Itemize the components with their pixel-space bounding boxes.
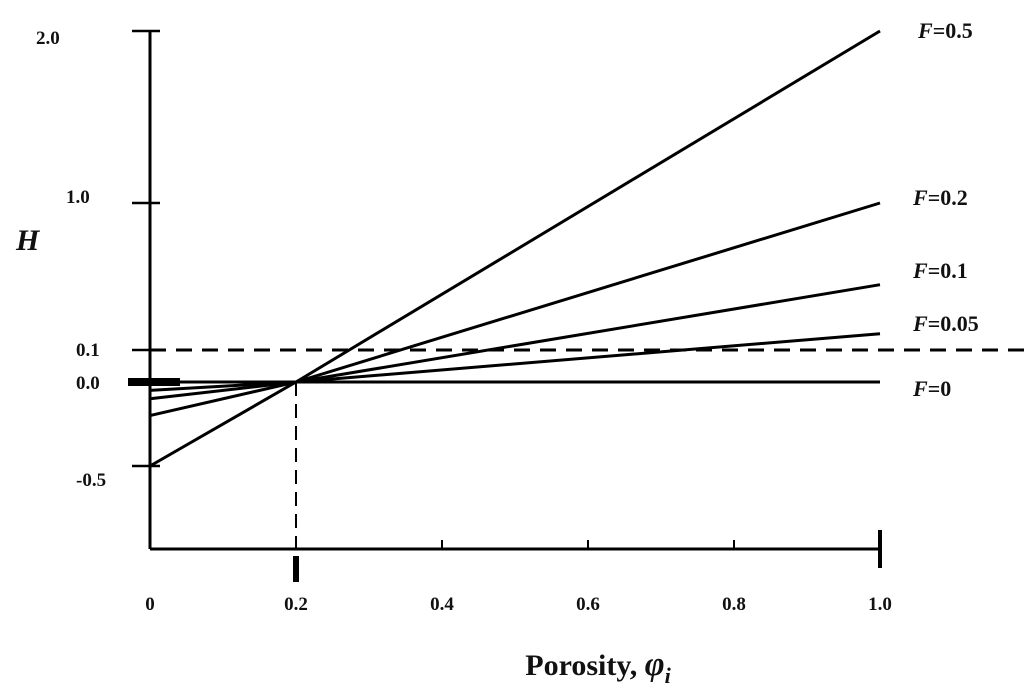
series-label-0: F=0.5 — [917, 18, 973, 43]
y-tick-label: 0.1 — [76, 340, 100, 361]
series-label-value: =0.1 — [928, 258, 968, 283]
series-label-var: F — [912, 258, 928, 283]
series-label-2: F=0.1 — [912, 258, 968, 283]
y-axis-title: H — [15, 224, 41, 257]
y-tick-label: 2.0 — [36, 28, 60, 49]
x-axis-title-subscript: i — [665, 663, 672, 688]
series-label-1: F=0.2 — [912, 185, 968, 210]
series-label-value: =0 — [928, 376, 952, 401]
series-label-value: =0.5 — [933, 18, 973, 43]
x-tick-label: 0 — [145, 594, 155, 615]
series-label-3: F=0.05 — [912, 311, 979, 336]
x-tick-label: 0.6 — [576, 594, 600, 615]
series-label-4: F=0 — [912, 376, 951, 401]
x-tick-label: 1.0 — [868, 594, 892, 615]
series-label-var: F — [917, 18, 933, 43]
y-tick-label: 1.0 — [66, 187, 90, 208]
series-label-var: F — [912, 376, 928, 401]
x-tick-label: 0.4 — [430, 594, 454, 615]
x-tick-label: 0.8 — [722, 594, 746, 615]
series-label-var: F — [912, 311, 928, 336]
x-axis-title-text: Porosity, — [525, 649, 644, 682]
x-tick-label: 0.2 — [284, 594, 308, 615]
y-tick-label: -0.5 — [76, 470, 106, 491]
series-label-var: F — [912, 185, 928, 210]
series-line-0 — [149, 29, 881, 468]
x-axis-title: Porosity, φi — [525, 646, 671, 688]
x-axis-title-symbol: φ — [645, 646, 665, 683]
y-tick-label: 0.0 — [76, 373, 100, 394]
series-label-value: =0.2 — [928, 185, 968, 210]
series-label-value: =0.05 — [928, 311, 979, 336]
